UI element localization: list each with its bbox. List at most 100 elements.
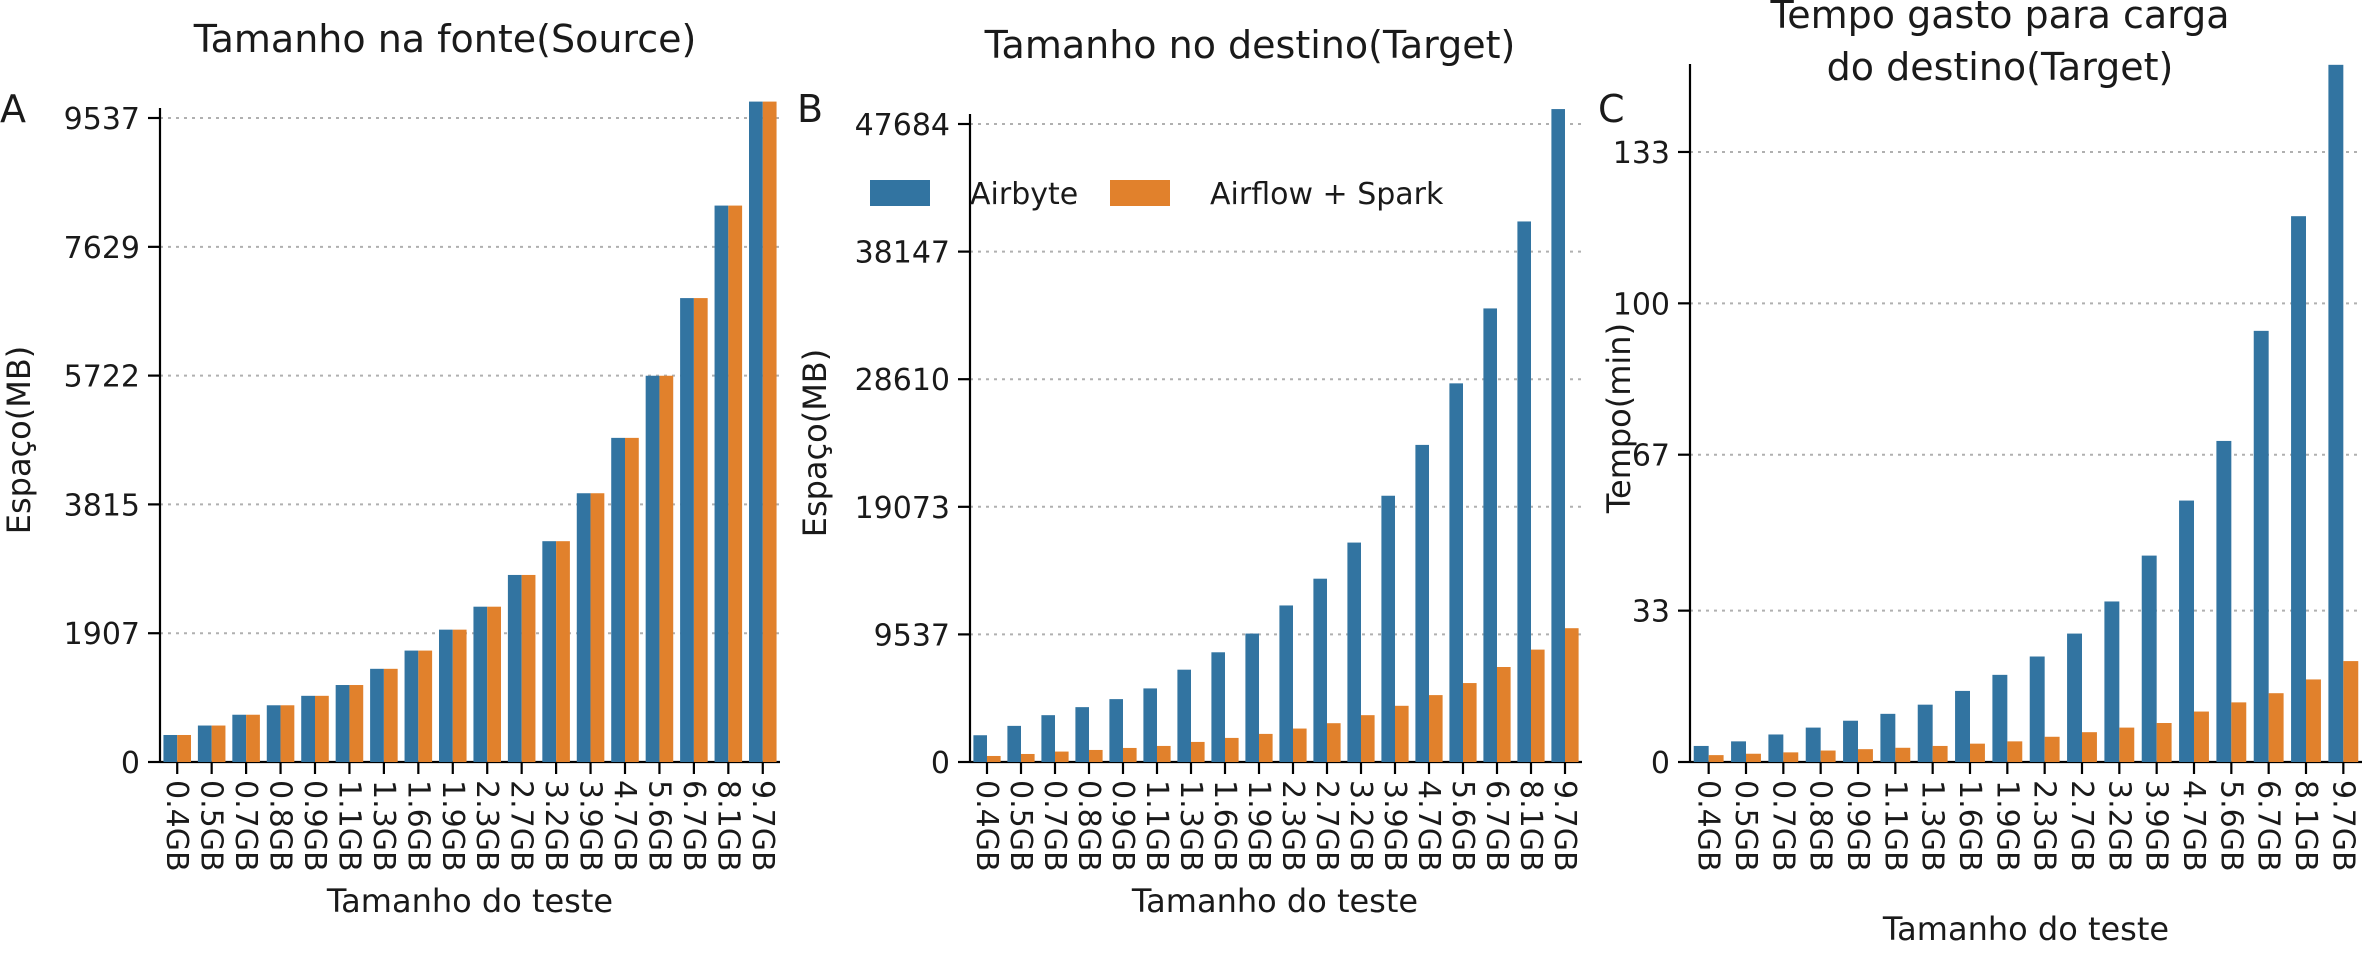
x-tick-label: 3.2GB xyxy=(1343,780,1378,872)
bar-airbyte xyxy=(2029,656,2045,762)
bar-airbyte xyxy=(507,574,522,762)
bar-airbyte xyxy=(1347,542,1361,762)
x-tick-label: 3.9GB xyxy=(2139,780,2174,872)
bar-airflow-spark xyxy=(418,650,433,762)
bar-airflow-spark xyxy=(1429,695,1443,762)
bar-airflow-spark xyxy=(2343,661,2359,762)
bar-airflow-spark xyxy=(1783,752,1799,762)
bar-airflow-spark xyxy=(1123,747,1137,762)
chart-title-line-1: Tamanho no destino(Target) xyxy=(984,23,1516,67)
bar-airbyte xyxy=(714,205,729,762)
bar-airbyte xyxy=(749,101,763,762)
x-tick-label: 9.7GB xyxy=(745,780,780,872)
x-tick-label: 6.7GB xyxy=(676,780,711,872)
bar-airbyte xyxy=(542,541,557,762)
x-tick-label: 0.7GB xyxy=(228,780,263,872)
x-tick-label: 1.9GB xyxy=(1989,780,2024,872)
x-tick-label: 1.1GB xyxy=(331,780,366,872)
y-tick-label: 47684 xyxy=(855,108,950,143)
bar-airflow-spark xyxy=(693,298,708,762)
bar-airflow-spark xyxy=(1746,753,1761,762)
bar-airflow-spark xyxy=(728,205,743,762)
y-tick-label: 0 xyxy=(931,746,950,781)
bar-airflow-spark xyxy=(2306,679,2321,762)
chart-title-line-1: Tamanho na fonte(Source) xyxy=(193,17,697,61)
x-tick-label: 9.7GB xyxy=(1547,780,1582,872)
bar-airflow-spark xyxy=(1497,667,1511,762)
y-tick-label: 67 xyxy=(1632,439,1670,474)
x-tick-label: 1.1GB xyxy=(1877,780,1912,872)
bar-airflow-spark xyxy=(625,437,639,762)
x-tick-label: 8.1GB xyxy=(1513,780,1548,872)
bar-airflow-spark xyxy=(1225,737,1239,762)
bar-airbyte xyxy=(1313,578,1327,762)
x-tick-label: 8.1GB xyxy=(2288,780,2323,872)
bar-airflow-spark xyxy=(246,714,260,762)
bar-airflow-spark xyxy=(1259,733,1273,762)
bar-airbyte xyxy=(370,668,384,762)
bar-airflow-spark xyxy=(2044,736,2060,762)
panel-letter-a: A xyxy=(0,87,26,131)
panel-b: B Tamanho no destino(Target) 0 9537 19073 28… xyxy=(796,23,1582,920)
bar-airbyte xyxy=(1517,221,1531,762)
bar-airbyte xyxy=(2216,440,2232,762)
x-tick-label: 4.7GB xyxy=(1411,780,1446,872)
bar-airflow-spark xyxy=(2082,732,2097,762)
legend-swatch-airbyte xyxy=(870,180,930,206)
bar-airbyte xyxy=(1768,734,1784,762)
x-tick-label: 9.7GB xyxy=(2325,780,2360,872)
y-tick-label: 1907 xyxy=(64,617,140,652)
bar-airbyte xyxy=(1693,745,1709,762)
panel-letter-b: B xyxy=(797,87,823,131)
x-tick-label: 3.9GB xyxy=(1377,780,1412,872)
bar-airbyte xyxy=(473,606,488,762)
bar-airbyte xyxy=(197,725,212,762)
bar-airbyte xyxy=(2141,555,2157,762)
bar-airbyte xyxy=(1245,633,1259,762)
legend-swatch-airflow-spark xyxy=(1110,180,1170,206)
bar-airflow-spark xyxy=(349,685,364,762)
x-tick-label: 2.7GB xyxy=(504,780,539,872)
y-axis-label: Espaço(MB) xyxy=(796,349,834,538)
bar-airflow-spark xyxy=(1858,749,1873,762)
x-axis-label: Tamanho do teste xyxy=(1131,882,1418,920)
bar-airbyte xyxy=(232,714,247,762)
x-tick-label: 5.6GB xyxy=(641,780,676,872)
x-tick-label: 6.7GB xyxy=(1479,780,1514,872)
bar-airbyte xyxy=(1731,741,1746,762)
y-tick-label: 3815 xyxy=(64,488,140,523)
chart-title-line-1: Tempo gasto para carga xyxy=(1770,0,2230,37)
bar-airbyte xyxy=(1109,699,1123,762)
bar-airbyte xyxy=(1041,715,1055,762)
x-tick-label: 8.1GB xyxy=(710,780,745,872)
bar-airflow-spark xyxy=(177,734,191,762)
x-tick-label: 0.7GB xyxy=(1037,780,1072,872)
bar-airbyte xyxy=(2179,500,2194,762)
x-tick-label: 0.5GB xyxy=(1728,780,1763,872)
y-tick-label: 9537 xyxy=(874,618,950,653)
y-axis-label: Espaço(MB) xyxy=(0,346,38,535)
bar-airflow-spark xyxy=(211,725,226,762)
bar-airbyte xyxy=(163,734,178,762)
y-tick-label: 19073 xyxy=(855,491,950,526)
bar-airbyte xyxy=(1075,707,1089,762)
bar-airflow-spark xyxy=(521,574,536,762)
bar-airbyte xyxy=(2067,633,2082,762)
x-tick-label: 0.5GB xyxy=(194,780,229,872)
bar-airbyte xyxy=(404,650,419,762)
bar-airflow-spark xyxy=(1565,628,1579,762)
bar-airbyte xyxy=(1177,669,1191,762)
bar-airbyte xyxy=(1279,605,1293,762)
x-tick-label: 0.5GB xyxy=(1003,780,1038,872)
bar-airflow-spark xyxy=(762,101,777,762)
bar-airflow-spark xyxy=(987,755,1001,762)
bar-airbyte xyxy=(680,298,694,762)
bar-airbyte xyxy=(1992,674,2008,762)
x-tick-label: 5.6GB xyxy=(1445,780,1480,872)
bar-airflow-spark xyxy=(1089,749,1103,762)
bar-airbyte xyxy=(1917,704,1933,762)
bar-airflow-spark xyxy=(590,493,605,762)
x-tick-label: 0.4GB xyxy=(159,780,194,872)
bar-airflow-spark xyxy=(659,375,674,762)
